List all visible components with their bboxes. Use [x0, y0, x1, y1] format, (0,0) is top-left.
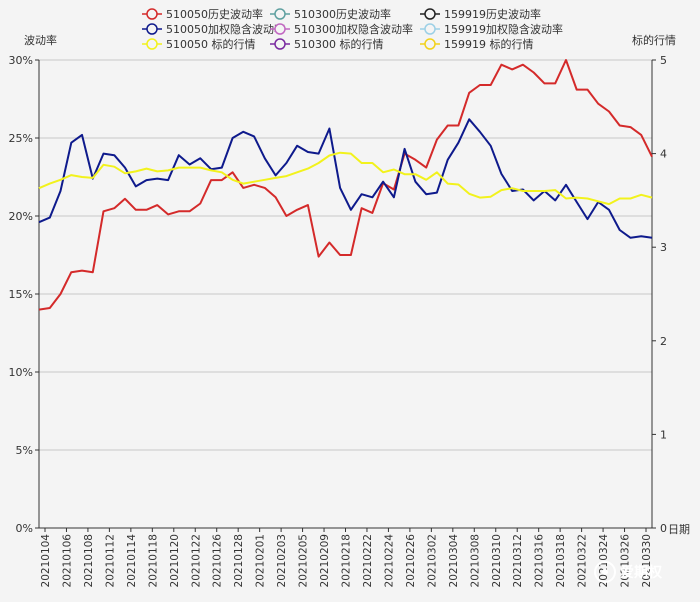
x-tick-label: 20210128 — [233, 534, 245, 587]
legend-item[interactable]: 510300 标的行情 — [270, 37, 384, 51]
legend-swatch-circle — [146, 38, 158, 50]
x-tick-label: 20210312 — [512, 534, 524, 587]
legend-label: 510300 标的行情 — [294, 37, 384, 51]
series-line — [38, 118, 653, 239]
x-tick-label: 20210209 — [319, 534, 331, 587]
x-axis-title: 日期 — [668, 523, 690, 536]
legend-item[interactable]: 510300加权隐含波动率 — [270, 22, 413, 36]
y-right-tick-label: 4 — [660, 148, 667, 161]
y-left-tick-label: 25% — [9, 132, 33, 145]
y-left-axis-title: 波动率 — [24, 33, 57, 47]
legend-swatch-circle — [424, 8, 436, 20]
legend-swatch-circle — [424, 38, 436, 50]
y-left-tick-label: 0% — [16, 522, 33, 535]
series-line — [38, 59, 653, 311]
x-tick-label: 20210205 — [298, 534, 310, 587]
y-right-tick-label: 0 — [660, 522, 667, 535]
x-tick-label: 20210326 — [620, 534, 632, 588]
legend-swatch-circle — [274, 23, 286, 35]
x-tick-label: 20210112 — [104, 534, 116, 587]
legend-item[interactable]: 159919历史波动率 — [420, 7, 541, 21]
x-tick-label: 20210304 — [448, 534, 460, 588]
legend-label: 510050历史波动率 — [166, 7, 263, 21]
x-tick-label: 20210324 — [598, 534, 610, 588]
y-left-tick-label: 5% — [16, 444, 33, 457]
y-left-tick-label: 15% — [9, 288, 33, 301]
legend-item[interactable]: 510050 标的行情 — [142, 37, 256, 51]
legend-label: 510300历史波动率 — [294, 7, 391, 21]
legend-swatch-circle — [424, 23, 436, 35]
legend-swatch-circle — [146, 23, 158, 35]
legend-label: 510050 标的行情 — [166, 37, 256, 51]
y-right-tick-label: 3 — [660, 241, 667, 254]
x-tick-label: 20210318 — [555, 534, 567, 587]
x-tick-label: 20210108 — [83, 534, 95, 587]
grid — [39, 59, 652, 451]
series-line — [38, 151, 653, 206]
x-tick-label: 20210120 — [169, 534, 181, 587]
x-tick-label: 20210201 — [255, 534, 267, 587]
legend-item[interactable]: 510050加权隐含波动率 — [142, 22, 285, 36]
x-tick-label: 20210316 — [534, 534, 546, 588]
x-tick-label: 20210330 — [641, 534, 653, 587]
y-left-tick-label: 10% — [9, 366, 33, 379]
y-left-tick-label: 30% — [9, 54, 33, 67]
x-tick-label: 20210104 — [40, 534, 52, 588]
y-left-tick-label: 20% — [9, 210, 33, 223]
x-tick-label: 20210226 — [405, 534, 417, 588]
x-tick-label: 20210310 — [491, 534, 503, 587]
x-tick-label: 20210218 — [341, 534, 353, 587]
legend-swatch-circle — [274, 38, 286, 50]
series-lines — [38, 59, 653, 311]
x-tick-labels: 20210104 20210106 20210108 20210112 20210114… — [40, 534, 653, 588]
legend-item[interactable]: 510300历史波动率 — [270, 7, 391, 21]
x-tick-label: 20210122 — [190, 534, 202, 587]
x-tick-label: 20210224 — [383, 534, 395, 588]
x-tick-label: 20210118 — [147, 534, 159, 587]
y-right-tick-label: 2 — [660, 335, 667, 348]
legend-swatch-circle — [274, 8, 286, 20]
x-tick-label: 20210114 — [126, 534, 138, 588]
legend-label: 510050加权隐含波动率 — [166, 22, 285, 36]
x-tick-label: 20210302 — [426, 534, 438, 587]
watermark-logo-icon — [594, 561, 616, 583]
x-tick-label: 20210106 — [61, 534, 73, 588]
y-right-tick-label: 5 — [660, 54, 667, 67]
watermark-text: 爱期权 — [620, 564, 663, 581]
watermark: 爱期权 — [594, 561, 663, 583]
legend-item[interactable]: 159919加权隐含波动率 — [420, 22, 563, 36]
legend-swatch-circle — [146, 8, 158, 20]
axes: 0% 5% 10% 15% 20% 25% 30% 0 1 2 3 4 5 — [9, 54, 667, 535]
legend-label: 159919加权隐含波动率 — [444, 22, 563, 36]
legend-label: 159919历史波动率 — [444, 7, 541, 21]
x-tick-label: 20210126 — [212, 534, 224, 588]
legend-item[interactable]: 159919 标的行情 — [420, 37, 534, 51]
legend-label: 510300加权隐含波动率 — [294, 22, 413, 36]
x-tick-label: 20210203 — [276, 534, 288, 587]
x-tick-label: 20210308 — [469, 534, 481, 587]
legend-item[interactable]: 510050历史波动率 — [142, 7, 263, 21]
axis-titles: 波动率 标的行情 日期 — [24, 33, 690, 536]
y-right-tick-label: 1 — [660, 428, 667, 441]
watermark-logo-dot-icon — [602, 569, 608, 575]
y-right-axis-title: 标的行情 — [632, 33, 676, 47]
x-tick-label: 20210322 — [577, 534, 589, 587]
x-tick-label: 20210222 — [362, 534, 374, 587]
legend-label: 159919 标的行情 — [444, 37, 534, 51]
